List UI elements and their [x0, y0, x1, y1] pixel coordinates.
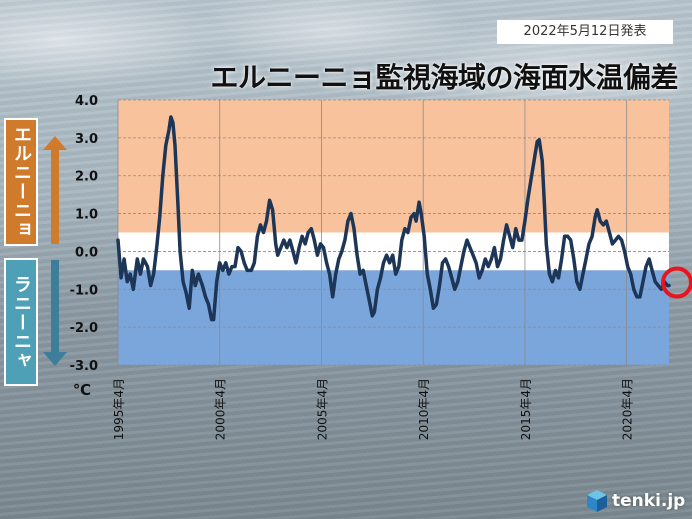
y-tick-label: 0.0: [75, 245, 98, 260]
lanina-arrow-icon: [43, 260, 67, 366]
x-tick-label: 2020年4月: [621, 378, 635, 440]
page-title: エルニーニョ監視海域の海面水温偏差: [210, 61, 678, 94]
x-tick-label: 2005年4月: [315, 378, 329, 440]
x-tick-label: 2010年4月: [417, 378, 431, 440]
elnino-arrow-icon: [43, 136, 67, 244]
x-tick-label: 2015年4月: [519, 378, 533, 440]
y-tick-label: 4.0: [75, 94, 98, 109]
y-tick-label: -2.0: [70, 321, 98, 336]
y-tick-label: -1.0: [70, 283, 98, 298]
logo-text: tenki.jp: [612, 491, 686, 511]
elnino-label: エルニーニョ: [4, 118, 38, 246]
band-elnino: [118, 100, 669, 233]
x-tick-label: 1995年4月: [112, 378, 126, 440]
date-badge: 2022年5月12日発表: [497, 20, 673, 44]
y-axis-unit-label: ℃: [73, 381, 91, 399]
x-tick-label: 2000年4月: [214, 378, 228, 440]
y-tick-label: -3.0: [70, 359, 98, 374]
tenki-cube-icon: [587, 490, 607, 512]
y-tick-label: 2.0: [75, 170, 98, 185]
y-tick-label: 3.0: [75, 132, 98, 147]
y-tick-label: 1.0: [75, 208, 98, 223]
lanina-label: ラニーニャ: [4, 258, 38, 386]
sst-anomaly-line: [116, 115, 671, 322]
latest-value-ring: [661, 266, 692, 299]
tenki-logo: tenki.jp: [586, 488, 685, 514]
